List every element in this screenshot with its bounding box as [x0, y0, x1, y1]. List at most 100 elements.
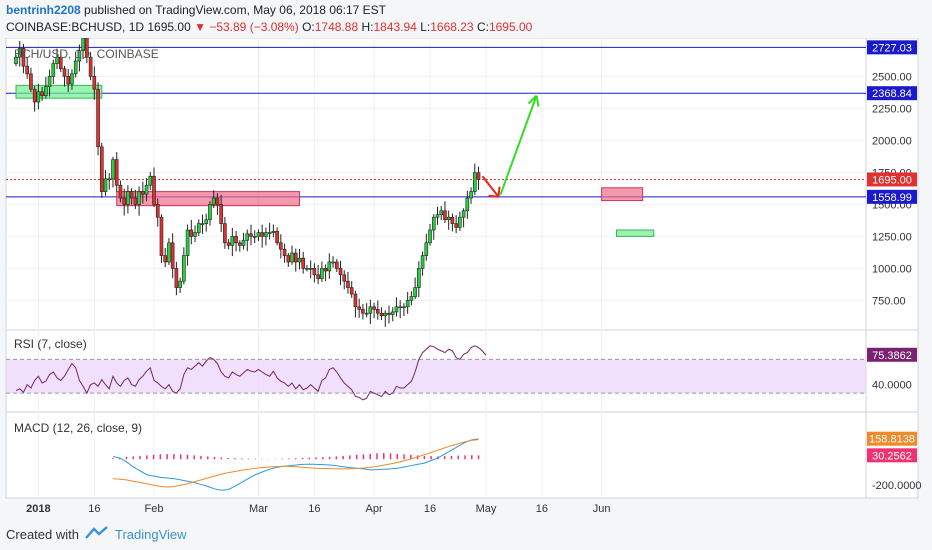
level-price-tag [867, 189, 917, 204]
macd-value-tag-label: 30.2562 [872, 450, 912, 462]
bearish-candle [219, 204, 223, 224]
bullish-candle [204, 219, 209, 224]
bullish-candle [208, 204, 212, 221]
bullish-candle [390, 311, 395, 315]
bullish-candle [428, 229, 432, 244]
bearish-candle [349, 287, 354, 295]
bearish-candle [223, 223, 227, 244]
bullish-candle [431, 216, 436, 231]
level-price-tag [867, 86, 917, 101]
footer: Created with TradingView [6, 526, 187, 543]
red-projection-arrow [481, 175, 500, 198]
price-tick-label: 1000.00 [872, 263, 912, 275]
bearish-candle [25, 65, 29, 75]
high-label: H: [361, 20, 374, 34]
red-projection-arrowhead [488, 186, 501, 198]
green-projection-arrowhead [527, 94, 540, 107]
bearish-candle [66, 76, 71, 85]
bearish-candle [301, 257, 306, 269]
level-price-tag-label: 1695.00 [872, 174, 912, 186]
macd-title: MACD (12, 26, close, 9) [14, 421, 142, 435]
price-axis-background [865, 38, 919, 499]
bullish-candle [185, 229, 190, 256]
bearish-candle [122, 197, 126, 205]
date-tick-label: May [476, 503, 497, 515]
bearish-candle [372, 306, 376, 310]
bearish-candle [159, 216, 164, 256]
bullish-candle [182, 255, 186, 282]
bearish-candle [357, 306, 361, 310]
bullish-candle [446, 216, 451, 221]
bullish-candle [398, 306, 402, 309]
date-tick-label: Feb [145, 503, 164, 515]
bearish-candle [376, 309, 380, 314]
macd-value-tag-label: 158.8138 [869, 434, 915, 446]
bullish-candle [77, 50, 82, 62]
bearish-candle [443, 210, 447, 221]
bearish-candle [88, 56, 93, 77]
bearish-candle [226, 242, 231, 246]
bullish-candle [196, 223, 201, 233]
bullish-candle [252, 236, 257, 238]
price-chart-title: BCH/USD, 1D, COINBASE [14, 47, 159, 61]
date-tick-label: 16 [536, 503, 548, 515]
bearish-candle [450, 216, 455, 224]
bearish-candle [260, 232, 264, 237]
bearish-candle [174, 268, 179, 288]
created-with-label: Created with [6, 527, 79, 542]
bullish-candle [55, 56, 59, 64]
bearish-candle [234, 236, 238, 244]
low-label: L: [420, 20, 431, 34]
ohlc-line: COINBASE:BCHUSD, 1D 1695.00 ▼ −53.89 (−3… [6, 20, 532, 34]
trading-chart[interactable]: 2500.002250.002000.001750.001500.001250.… [0, 38, 932, 520]
author-username[interactable]: bentrinh2208 [6, 3, 81, 17]
bearish-candle [249, 233, 253, 237]
tradingview-logo-icon [85, 526, 109, 543]
price-tick-label: 1250.00 [872, 231, 912, 243]
date-tick-label: 2018 [26, 503, 50, 515]
bearish-candle [32, 88, 37, 103]
bullish-candle [17, 47, 22, 58]
bullish-candle [327, 261, 332, 272]
level-price-tag-label: 2368.84 [872, 88, 912, 100]
bullish-candle [148, 175, 153, 186]
low-value: 1668.23 [430, 20, 474, 34]
bullish-candle [211, 197, 216, 205]
bullish-candle [51, 63, 56, 77]
bullish-candle [405, 300, 410, 308]
bullish-candle [331, 261, 335, 264]
tradingview-brand[interactable]: TradingView [114, 527, 187, 542]
rsi-tick-label: 40.0000 [872, 380, 912, 392]
publish-info: published on TradingView.com, May 06, 20… [84, 3, 387, 17]
resistance-zone [116, 191, 300, 207]
price-pane [6, 38, 866, 327]
bearish-candle [238, 242, 242, 246]
bearish-candle [133, 197, 138, 205]
bullish-candle [472, 172, 477, 192]
bullish-candle [383, 312, 388, 317]
level-price-tag [867, 172, 917, 187]
bearish-candle [282, 248, 287, 256]
price-tick-label: 2000.00 [872, 135, 912, 147]
bullish-candle [305, 268, 309, 270]
date-tick-label: Jun [593, 503, 611, 515]
bullish-candle [44, 86, 48, 96]
rsi-value-tag-label: 75.3862 [872, 350, 912, 362]
macd-pane [112, 438, 480, 491]
high-value: 1843.94 [373, 20, 417, 34]
bullish-candle [241, 239, 246, 246]
bullish-candle [420, 255, 425, 269]
bearish-candle [353, 293, 358, 308]
bullish-candle [81, 38, 85, 52]
bearish-candle [275, 230, 279, 244]
macd-value-tag [867, 431, 917, 446]
bearish-candle [361, 309, 365, 314]
bullish-candle [267, 232, 272, 234]
support-zone [616, 229, 655, 237]
date-tick-label: Apr [366, 503, 383, 515]
green-projection-arrow [499, 95, 538, 196]
bearish-candle [62, 68, 67, 77]
bearish-candle [379, 312, 384, 317]
bullish-candle [137, 191, 141, 205]
bullish-candle [424, 242, 429, 256]
